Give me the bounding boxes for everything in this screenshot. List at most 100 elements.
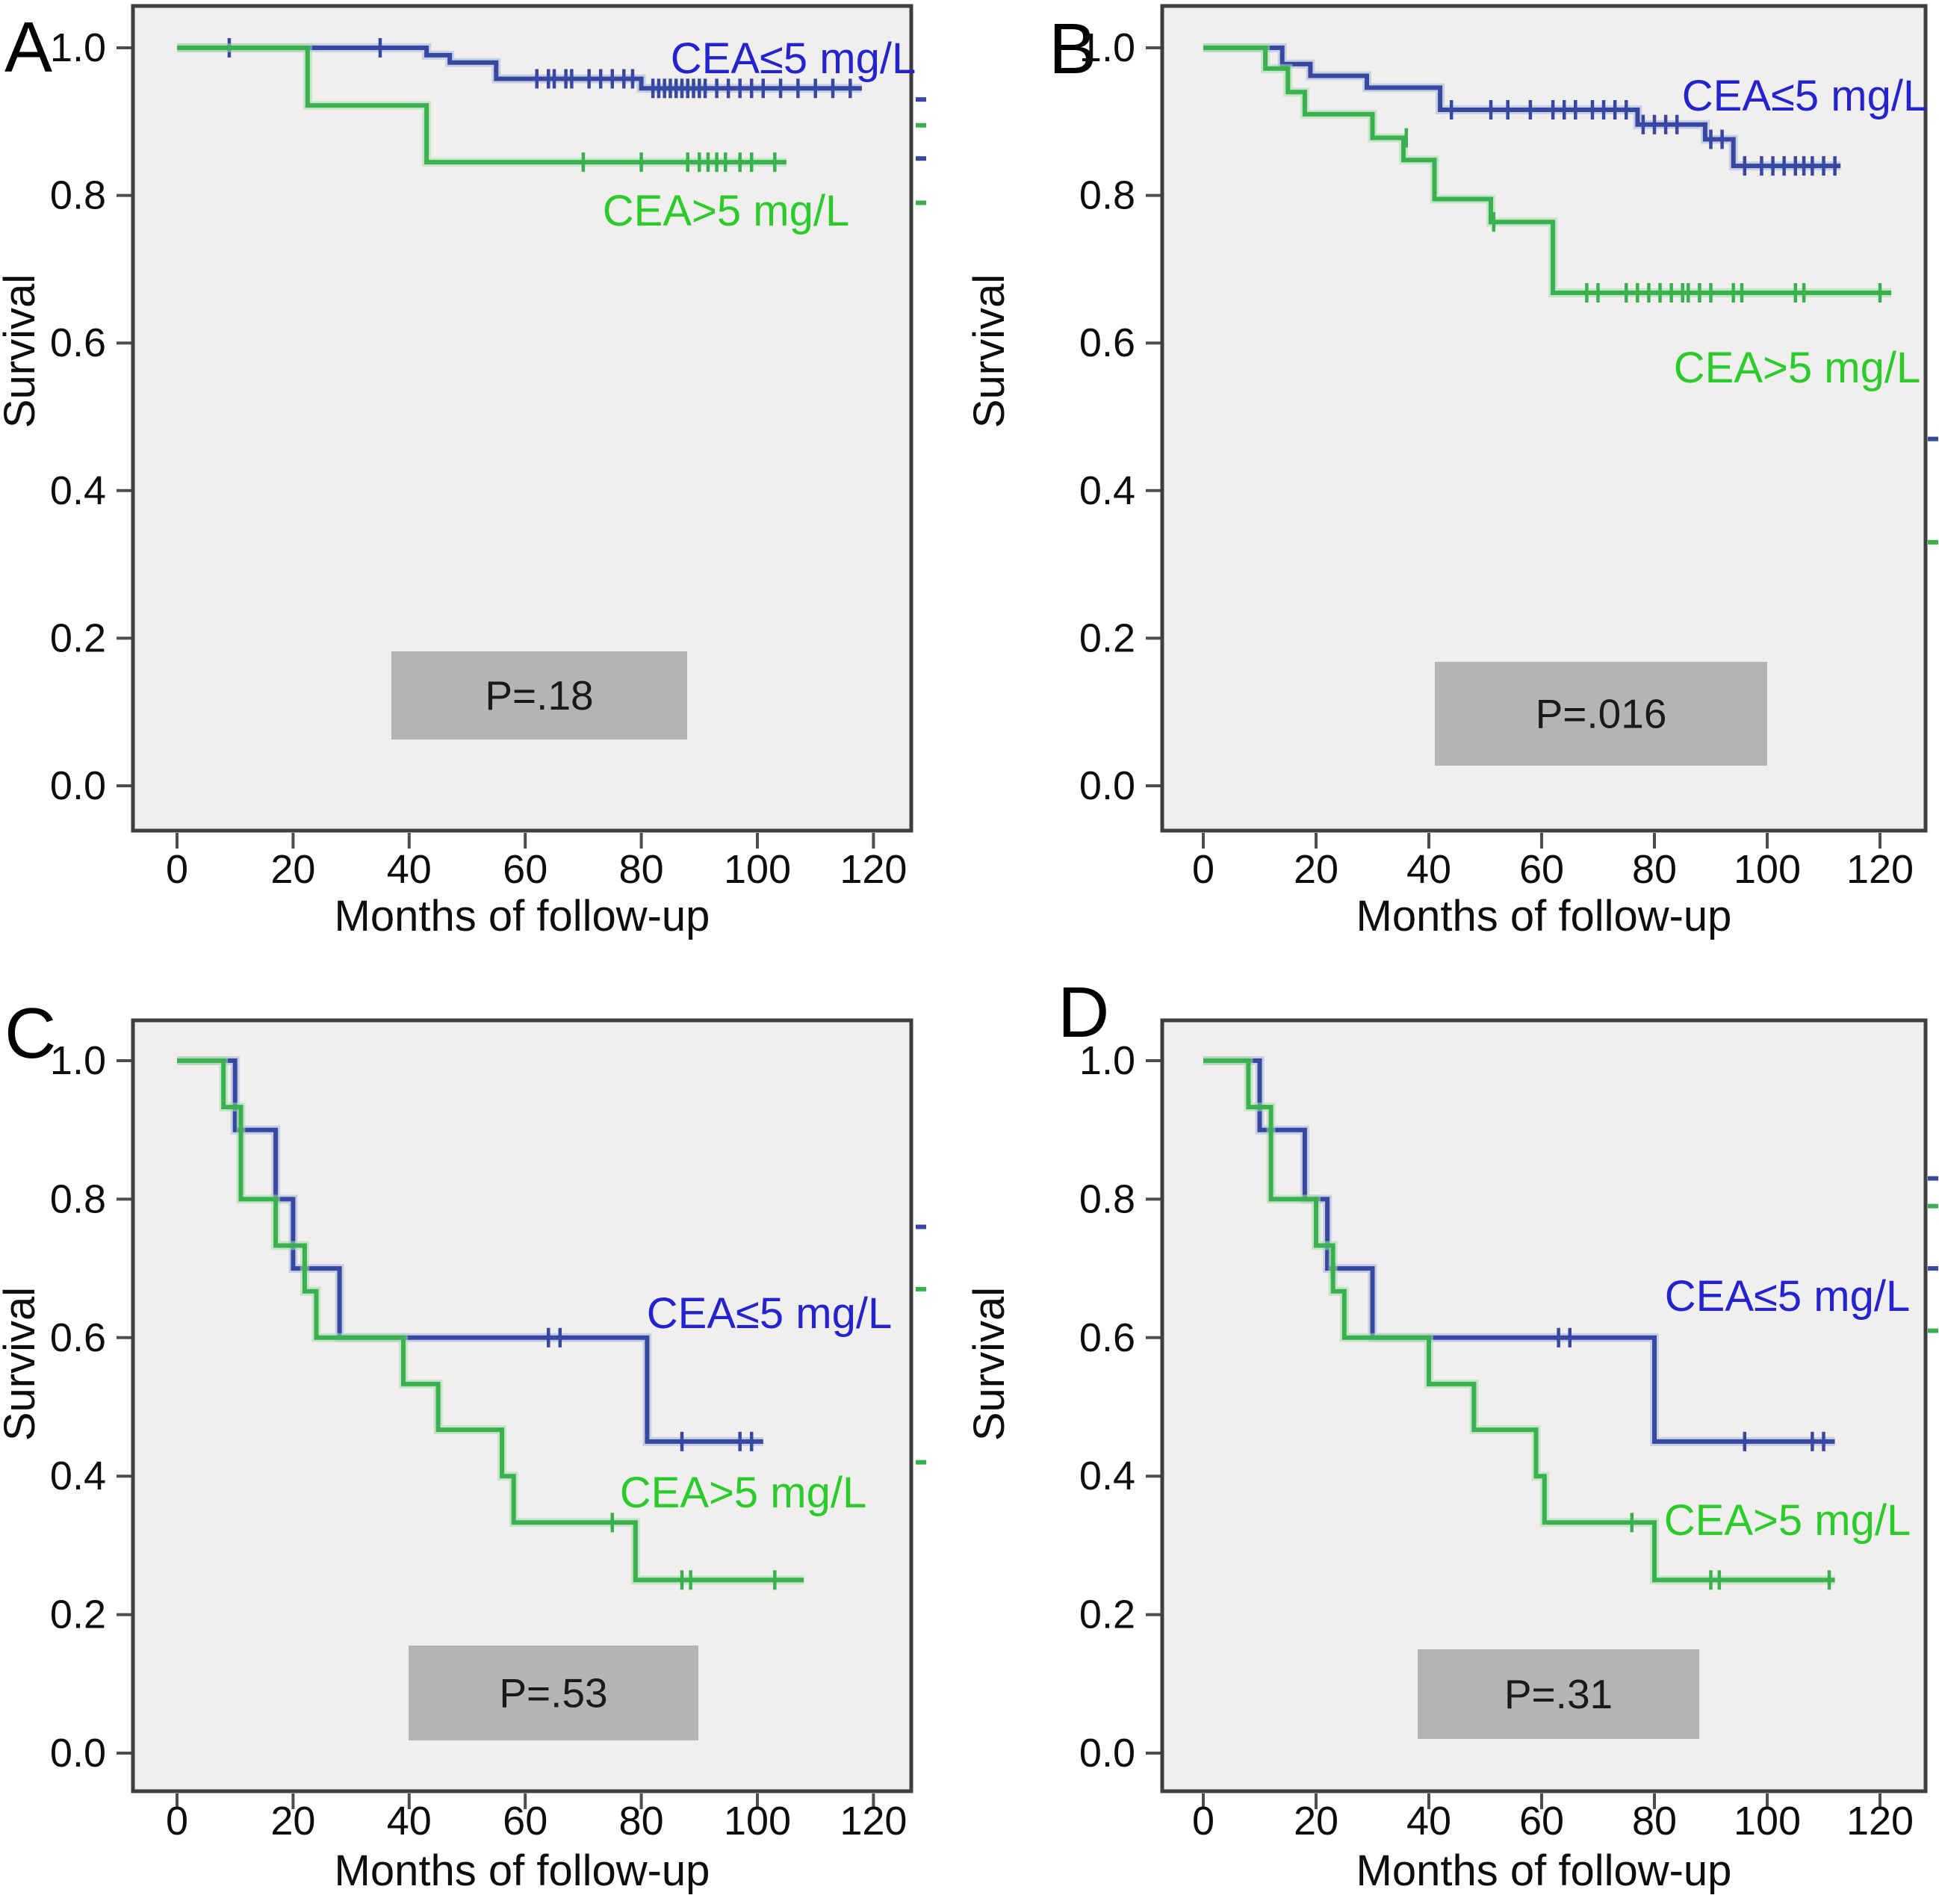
y-axis-title: Survival <box>970 274 1014 428</box>
blue-series-label: CEA≤5 mg/L <box>671 34 916 83</box>
km-chart-c: P=.53 1.0 0.8 0.6 0.4 0.2 0.0 0 20 40 60 80 100 120 Mo… <box>0 1018 926 1895</box>
y-tick-label: 0.4 <box>50 468 106 513</box>
panel-letter-c: C <box>4 993 57 1073</box>
y-tick-label: 0.8 <box>1079 1176 1135 1221</box>
x-tick-label: 60 <box>1519 1799 1564 1843</box>
x-tick-label: 20 <box>1294 847 1338 892</box>
x-tick-label: 60 <box>503 1799 547 1843</box>
km-panel-b: P=.016 1.0 0.8 0.6 0.4 0.2 0.0 0 20 40 60 80 100 120 M… <box>970 0 1939 949</box>
y-tick-label: 0.6 <box>50 1315 106 1360</box>
y-tick-label: 0.8 <box>50 173 106 218</box>
x-tick-label: 20 <box>270 1799 315 1843</box>
y-tick-label: 0.2 <box>1079 1593 1135 1637</box>
x-tick-label: 40 <box>1406 1799 1451 1843</box>
y-axis-title: Survival <box>970 1287 1014 1441</box>
y-tick-label: 0.2 <box>50 615 106 660</box>
plot-frame <box>1160 1018 1928 1793</box>
y-axis-title: Survival <box>0 1287 44 1441</box>
x-tick-label: 120 <box>840 847 907 892</box>
x-tick-label: 0 <box>166 1799 188 1843</box>
y-tick-label: 0.8 <box>1079 173 1135 218</box>
x-axis-title: Months of follow-up <box>335 1846 710 1895</box>
km-chart-a: P=.18 1.0 0.8 0.6 0.4 0.2 0.0 0 20 40 60 80 100 120 Mo… <box>0 4 926 940</box>
x-tick-label: 0 <box>1192 847 1214 892</box>
x-tick-label: 0 <box>166 847 188 892</box>
green-survival-curve <box>177 1058 804 1583</box>
green-series-label: CEA>5 mg/L <box>1664 1496 1911 1545</box>
x-tick-label: 100 <box>724 1799 791 1843</box>
panel-letter-b: B <box>1049 9 1097 89</box>
y-tick-label: 0.4 <box>1079 468 1135 513</box>
km-panel-d: P=.31 1.0 0.8 0.6 0.4 0.2 0.0 0 20 40 60 80 100 120 Mo… <box>970 949 1939 1904</box>
y-tick-label: 0.6 <box>50 320 106 365</box>
p-value-box <box>1435 662 1767 766</box>
green-series-label: CEA>5 mg/L <box>620 1469 866 1517</box>
y-tick-label: 0.0 <box>50 1731 106 1776</box>
y-tick-label: 0.0 <box>1079 1731 1135 1776</box>
green-series-label: CEA>5 mg/L <box>603 187 849 235</box>
x-tick-label: 40 <box>387 1799 432 1843</box>
plot-frame <box>1160 4 1928 833</box>
blue-survival-curve <box>1203 1058 1835 1444</box>
x-tick-label: 0 <box>1192 1799 1214 1843</box>
blue-series-label: CEA≤5 mg/L <box>1665 1272 1910 1321</box>
x-tick-label: 20 <box>1294 1799 1338 1843</box>
p-value-text: P=.31 <box>1504 1671 1613 1717</box>
p-value-box <box>409 1646 698 1740</box>
x-axis-title: Months of follow-up <box>335 892 710 940</box>
y-tick-label: 0.2 <box>50 1593 106 1637</box>
km-panel-c: P=.53 1.0 0.8 0.6 0.4 0.2 0.0 0 20 40 60 80 100 120 Mo… <box>0 949 970 1904</box>
y-tick-label: 0.0 <box>50 763 106 808</box>
x-tick-label: 80 <box>1632 1799 1677 1843</box>
y-tick-label: 0.8 <box>50 1176 106 1221</box>
y-tick-label: 0.6 <box>1079 320 1135 365</box>
x-tick-label: 120 <box>840 1799 907 1843</box>
x-tick-label: 60 <box>1519 847 1564 892</box>
y-tick-label: 0.6 <box>1079 1315 1135 1360</box>
blue-survival-curve <box>177 46 862 91</box>
x-tick-label: 80 <box>619 847 664 892</box>
green-survival-curve <box>177 46 787 165</box>
y-tick-label: 0.2 <box>1079 615 1135 660</box>
p-value-text: P=.016 <box>1536 691 1667 737</box>
y-tick-label: 1.0 <box>1079 1038 1135 1083</box>
km-chart-d: P=.31 1.0 0.8 0.6 0.4 0.2 0.0 0 20 40 60 80 100 120 Mo… <box>970 1018 1938 1895</box>
y-tick-label: 1.0 <box>50 25 106 70</box>
x-tick-label: 20 <box>270 847 315 892</box>
y-tick-label: 0.4 <box>50 1454 106 1498</box>
blue-survival-curve <box>177 1058 763 1444</box>
blue-series-label: CEA≤5 mg/L <box>647 1289 892 1338</box>
green-survival-curve <box>1203 46 1892 295</box>
p-value-box <box>1418 1649 1699 1739</box>
y-tick-label: 0.0 <box>1079 763 1135 808</box>
y-tick-label: 0.4 <box>1079 1454 1135 1498</box>
green-series-label: CEA>5 mg/L <box>1674 344 1920 392</box>
p-value-text: P=.53 <box>499 1670 607 1717</box>
blue-series-label: CEA≤5 mg/L <box>1682 72 1927 120</box>
panel-letter-a: A <box>4 7 53 87</box>
green-survival-curve <box>1203 1058 1835 1583</box>
x-axis-title: Months of follow-up <box>1356 892 1732 940</box>
km-chart-b: P=.016 1.0 0.8 0.6 0.4 0.2 0.0 0 20 40 60 80 100 120 M… <box>970 4 1938 940</box>
x-tick-label: 60 <box>503 847 547 892</box>
x-tick-label: 100 <box>1734 847 1801 892</box>
x-tick-label: 120 <box>1846 1799 1914 1843</box>
panel-letter-d: D <box>1058 973 1110 1052</box>
x-tick-label: 120 <box>1846 847 1914 892</box>
p-value-box <box>391 651 687 739</box>
x-tick-label: 80 <box>1632 847 1677 892</box>
p-value-text: P=.18 <box>485 672 593 719</box>
x-tick-label: 80 <box>619 1799 664 1843</box>
blue-survival-curve <box>1203 46 1841 169</box>
x-tick-label: 40 <box>1406 847 1451 892</box>
y-tick-label: 1.0 <box>1079 25 1135 70</box>
x-tick-label: 40 <box>387 847 432 892</box>
plot-frame <box>131 1018 913 1793</box>
x-tick-label: 100 <box>724 847 791 892</box>
km-panel-a: P=.18 1.0 0.8 0.6 0.4 0.2 0.0 0 20 40 60 80 100 120 Mo… <box>0 0 970 949</box>
x-axis-title: Months of follow-up <box>1356 1846 1732 1895</box>
plot-frame <box>131 4 913 833</box>
x-tick-label: 100 <box>1734 1799 1801 1843</box>
y-tick-label: 1.0 <box>50 1038 106 1083</box>
